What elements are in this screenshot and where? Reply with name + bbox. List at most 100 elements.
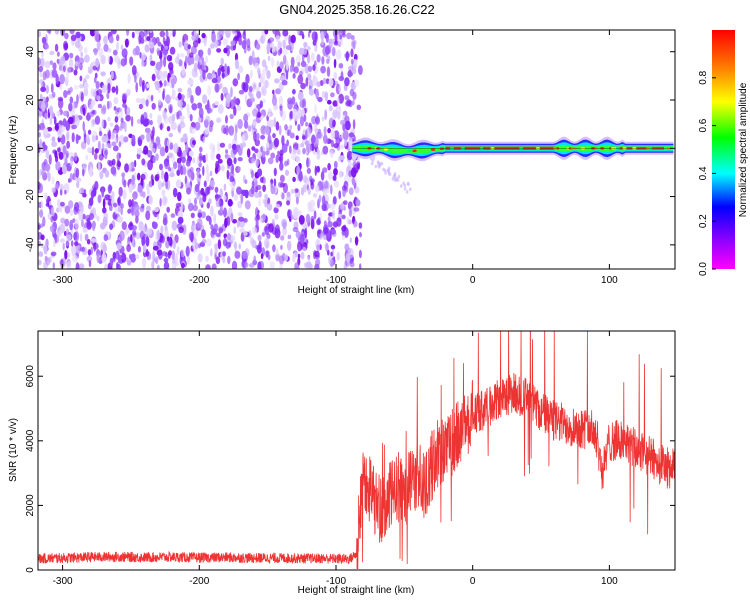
spectrogram-cell	[342, 110, 348, 117]
spectrogram-cell	[251, 146, 256, 151]
spectrogram-cell	[237, 118, 243, 130]
spectrogram-cell	[130, 253, 137, 263]
spectrogram-cell	[312, 76, 318, 87]
spectrogram-cell	[300, 251, 305, 260]
snr-series-line	[38, 331, 675, 570]
spectrogram-cell	[103, 212, 109, 220]
spectrogram-cell	[294, 262, 299, 269]
spectrogram-cell	[349, 88, 355, 97]
spectrogram-cell	[177, 92, 182, 100]
spectrogram-cell	[188, 231, 195, 241]
spectrogram-cell	[107, 116, 111, 122]
colorbar-tick-label: 0.8	[698, 70, 709, 84]
spectrogram-cell	[126, 244, 131, 253]
spectrogram-cell	[161, 169, 164, 180]
spectrogram-cell	[221, 72, 225, 79]
spectrogram-cell	[206, 72, 213, 80]
spectrogram-cell	[282, 226, 287, 236]
spectrogram-cell	[57, 51, 60, 57]
spectrogram-cell	[168, 167, 172, 172]
spectrogram-cell	[290, 188, 296, 194]
spectrogram-cell	[314, 103, 317, 114]
spectrogram-cell	[226, 233, 232, 241]
spectrogram-cell	[277, 41, 282, 50]
spectrogram-cell	[325, 46, 330, 55]
spectrogram-cell	[131, 31, 135, 39]
spectrogram-cell	[338, 75, 345, 82]
spectrogram-cell	[74, 233, 78, 241]
spectrogram-y-label: Frequency (Hz)	[8, 116, 19, 185]
spectrogram-cell	[155, 173, 160, 180]
spectrogram-cell	[147, 159, 154, 171]
spectrogram-cell	[327, 221, 333, 228]
spectrogram-cell	[292, 73, 296, 79]
spectrogram-cell	[45, 84, 50, 94]
spectrogram-cell	[91, 135, 97, 143]
spectrogram-cell	[314, 165, 317, 176]
spectrogram-cell	[309, 263, 313, 269]
spectrogram-cell	[38, 57, 42, 66]
spectrogram-cell	[135, 232, 141, 240]
spectrogram-cell	[162, 195, 167, 206]
snr-y-label: SNR (10 * v/v)	[8, 418, 19, 482]
spectrogram-cell	[70, 34, 77, 42]
spectrogram-cell	[274, 78, 280, 84]
x-tick-label: -300	[53, 275, 73, 286]
spectrogram-cell	[88, 197, 94, 206]
spectrogram-cell	[38, 110, 43, 117]
spectrogram-cell	[91, 146, 95, 156]
spectrogram-cell	[278, 156, 282, 162]
spectrogram-cell	[255, 218, 259, 229]
spectrogram-cell	[302, 147, 306, 155]
spectrogram-cell	[169, 46, 176, 55]
spectrogram-cell	[297, 124, 301, 132]
spectrogram-cell	[149, 119, 153, 126]
spectrogram-cell	[145, 99, 149, 107]
spectrogram-cell	[171, 154, 175, 164]
spectrogram-cell	[352, 59, 358, 65]
spectrogram-cell	[252, 83, 257, 89]
spectrogram-cell	[151, 178, 155, 186]
spectrogram-cell	[57, 96, 64, 102]
spectrogram-cell	[128, 133, 133, 139]
y-tick-label: 6000	[25, 365, 36, 388]
y-tick-label: 2000	[25, 494, 36, 517]
spectrogram-cell	[205, 55, 208, 64]
spectrogram-cell	[352, 40, 356, 50]
spectrogram-cell	[118, 125, 123, 131]
spectrogram-cell	[227, 30, 233, 34]
spectrogram-cell	[271, 45, 275, 53]
spectrogram-cell	[109, 204, 113, 212]
spectrogram-cell	[292, 108, 298, 120]
spectrogram-cell	[206, 238, 212, 247]
spectrogram-cell	[316, 165, 321, 173]
spectrogram-cell	[135, 215, 139, 224]
spectrogram-cell	[278, 95, 284, 107]
spectrogram-cell	[170, 121, 177, 131]
spectrogram-cell	[189, 52, 194, 58]
spectrogram-cell	[118, 152, 122, 159]
spectrogram-cell	[229, 113, 234, 120]
spectrogram-cell	[204, 127, 210, 135]
spectrogram-cell	[121, 172, 126, 178]
spectrogram-cell	[40, 81, 43, 88]
spectrogram-cell	[222, 251, 226, 257]
colorbar-gradient	[712, 30, 735, 269]
spectrogram-cell	[50, 216, 54, 223]
spectrogram-cell	[315, 88, 320, 100]
x-tick-label: -100	[326, 576, 346, 587]
spectrogram-cell	[40, 223, 44, 228]
spectrogram-cell	[243, 120, 249, 129]
spectrogram-cell	[200, 199, 203, 205]
spectrogram-cell	[292, 142, 299, 150]
spectrogram-cell	[346, 99, 352, 106]
spectrogram-cell	[267, 254, 271, 261]
spectrogram-cell	[305, 129, 308, 141]
spectrogram-cell	[171, 75, 177, 85]
spectrogram-cell	[130, 206, 135, 216]
spectrogram-cell	[168, 250, 173, 256]
spectrogram-cell	[186, 160, 191, 167]
spectrogram-cell	[84, 233, 89, 241]
spectrogram-cell	[190, 94, 194, 104]
spectrogram-cell	[338, 190, 342, 200]
